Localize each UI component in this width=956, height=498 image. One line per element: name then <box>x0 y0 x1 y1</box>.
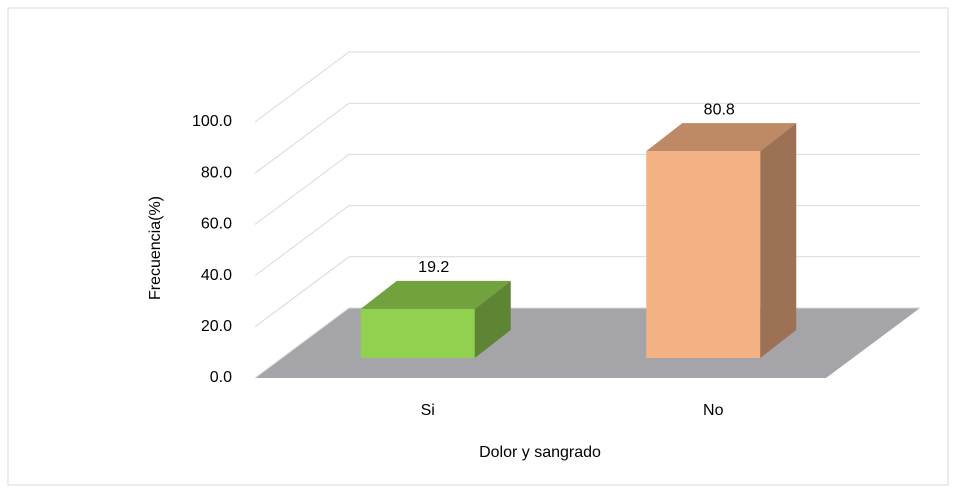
bar-side <box>760 123 797 358</box>
floor <box>255 308 920 378</box>
y-tick-label: 60.0 <box>201 216 232 233</box>
bar-top <box>360 280 511 309</box>
grid-line <box>254 51 920 123</box>
y-tick-label: 80.0 <box>201 164 232 181</box>
bar-front <box>360 308 475 358</box>
y-tick-label: 20.0 <box>201 318 232 335</box>
data-label: 80.8 <box>704 101 735 118</box>
y-axis-title: Frecuencia(%) <box>147 196 164 300</box>
data-label: 19.2 <box>418 259 449 276</box>
x-axis-title: Dolor y sangrado <box>479 444 601 461</box>
y-tick-label: 100.0 <box>192 113 232 130</box>
bar-front <box>646 151 761 358</box>
y-tick-label: 40.0 <box>201 267 232 284</box>
y-tick-label: 0.0 <box>210 369 232 386</box>
bar-top <box>646 123 797 152</box>
x-tick-label: No <box>703 402 724 419</box>
x-tick-label: Si <box>421 402 435 419</box>
bar-side <box>474 280 511 358</box>
grid-line <box>254 102 920 174</box>
